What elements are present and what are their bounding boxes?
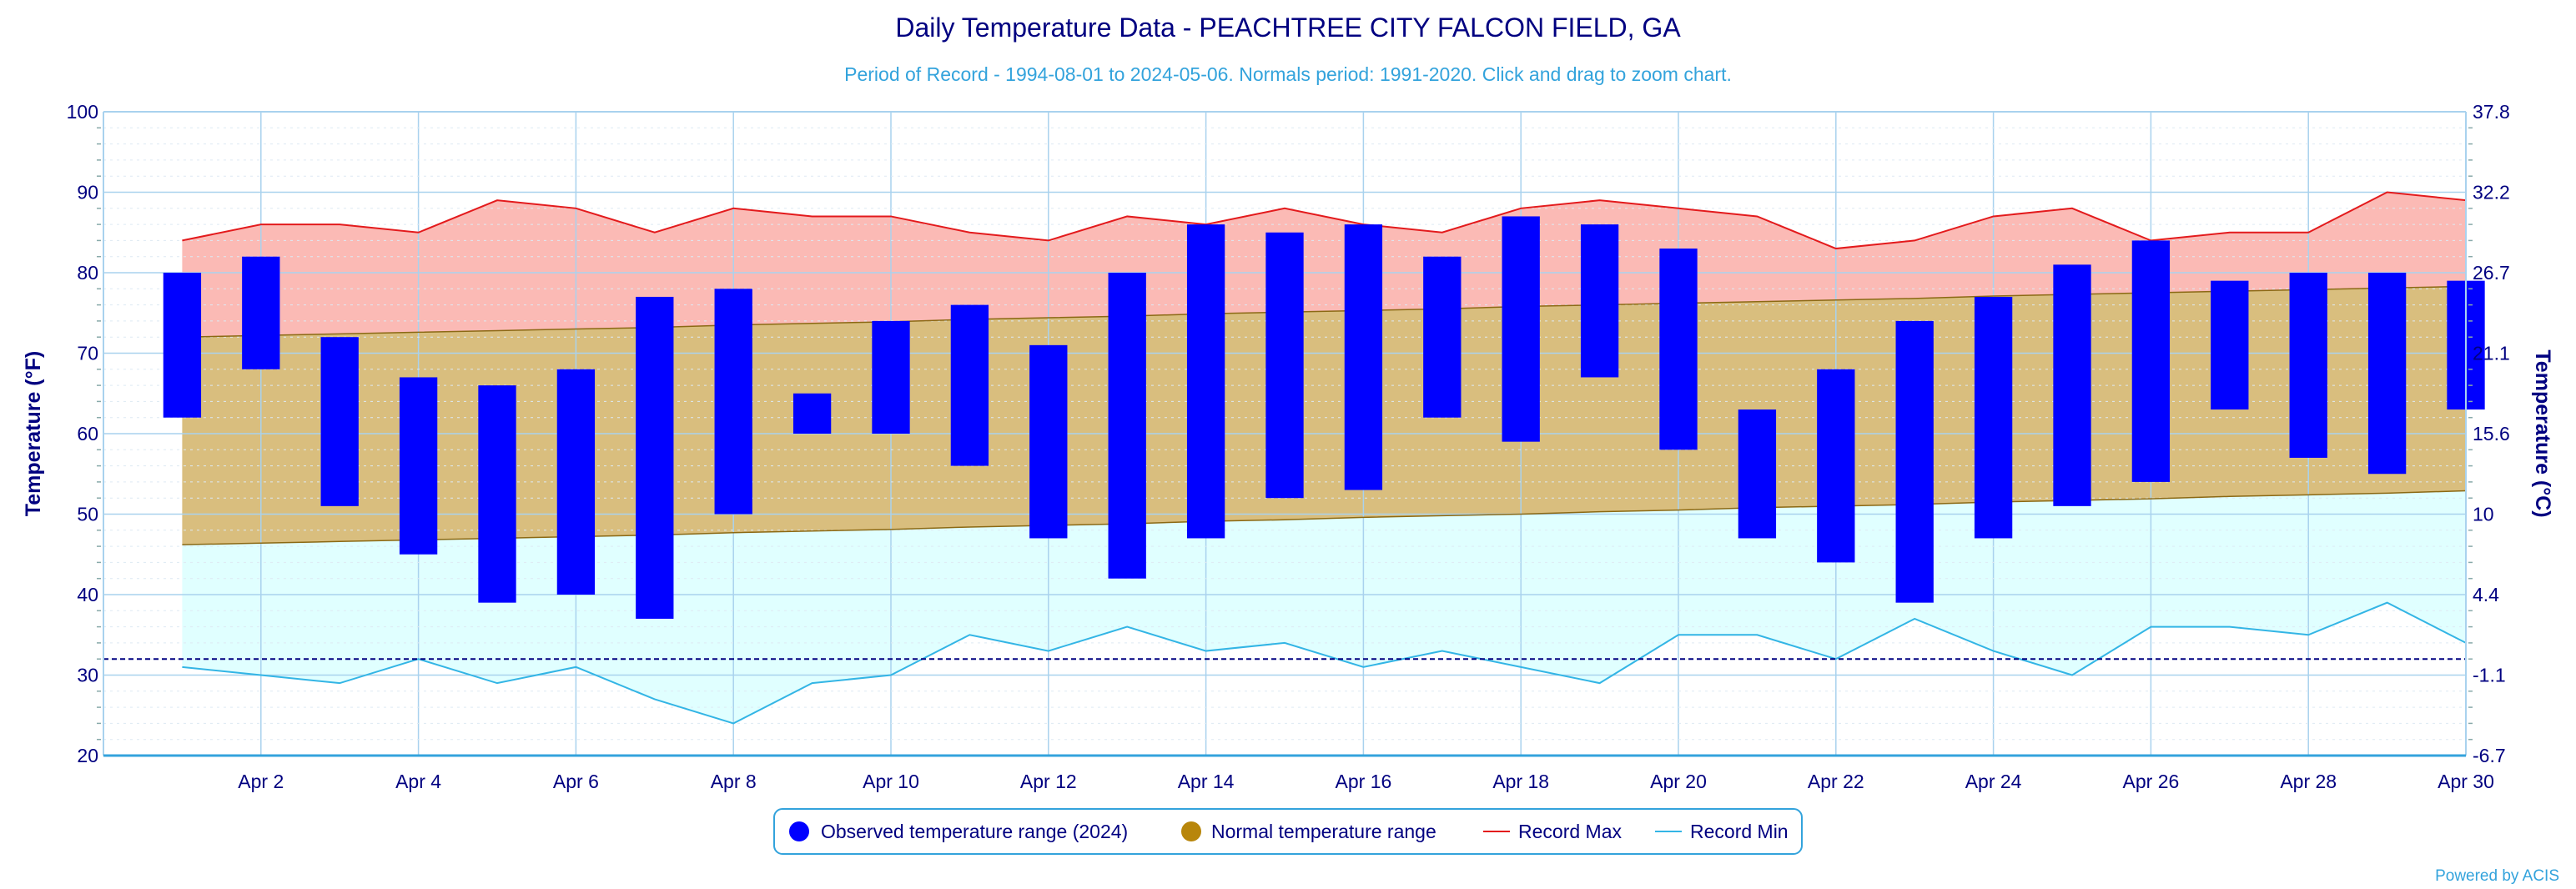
observed-bar[interactable]: [1974, 296, 2013, 539]
record-min-line: [182, 601, 2467, 725]
normal-range-band: [182, 286, 2467, 545]
y-axis-title-right: Temperature (°C): [2531, 349, 2554, 517]
observed-bar[interactable]: [1580, 224, 1619, 378]
observed-bar[interactable]: [1895, 320, 1934, 603]
observed-bar[interactable]: [792, 393, 832, 434]
observed-bar[interactable]: [1029, 344, 1068, 539]
record-max-band: [182, 192, 2467, 338]
observed-bar[interactable]: [2053, 264, 2091, 506]
y-tick-label-right: 37.8: [2473, 101, 2510, 123]
observed-bar[interactable]: [2211, 280, 2249, 410]
credits-link[interactable]: Powered by ACIS: [2435, 867, 2559, 885]
y-tick-label-left: 20: [77, 745, 98, 766]
axes: 20 -6.7 30 -1.1 40 4.4 50 10 60 15.6 70 21.1 80 26.7 9…: [67, 101, 2510, 792]
observed-bar[interactable]: [1423, 256, 1462, 418]
x-tick-label: Apr 28: [2280, 771, 2337, 792]
y-tick-label-right: -6.7: [2473, 745, 2506, 766]
x-tick-label: Apr 4: [395, 771, 441, 792]
y-tick-label-right: 21.1: [2473, 343, 2510, 364]
observed-bar[interactable]: [478, 385, 516, 603]
y-tick-label-right: 15.6: [2473, 423, 2510, 444]
x-tick-label: Apr 30: [2438, 771, 2494, 792]
legend-label-observed: Observed temperature range (2024): [821, 821, 1128, 842]
observed-bar[interactable]: [1186, 224, 1225, 539]
observed-bar[interactable]: [2367, 273, 2407, 475]
x-tick-label: Apr 26: [2123, 771, 2180, 792]
x-tick-label: Apr 10: [863, 771, 919, 792]
observed-bar[interactable]: [1738, 409, 1777, 539]
chart-subtitle: Period of Record - 1994-08-01 to 2024-05…: [844, 63, 1732, 85]
y-tick-label-left: 90: [77, 182, 98, 203]
observed-bar[interactable]: [1659, 249, 1698, 450]
y-tick-label-left: 80: [77, 262, 98, 284]
observed-bar[interactable]: [950, 304, 989, 466]
x-tick-label: Apr 24: [1965, 771, 2022, 792]
y-tick-label-left: 60: [77, 423, 98, 444]
x-tick-label: Apr 16: [1336, 771, 1392, 792]
observed-bar[interactable]: [1817, 369, 1855, 563]
observed-bar[interactable]: [163, 273, 202, 418]
y-tick-label-right: 32.2: [2473, 182, 2510, 203]
observed-bar[interactable]: [320, 337, 359, 506]
observed-bar[interactable]: [1108, 273, 1146, 579]
legend-marker-observed: [789, 821, 809, 841]
x-tick-label: Apr 20: [1650, 771, 1707, 792]
legend-item-record-max[interactable]: Record Max: [1483, 821, 1622, 842]
legend-item-normal[interactable]: Normal temperature range: [1181, 821, 1436, 842]
y-tick-label-right: 10: [2473, 504, 2494, 525]
legend-label-record-min: Record Min: [1690, 821, 1789, 842]
observed-bar[interactable]: [636, 296, 674, 619]
record-min-band: [182, 490, 2467, 724]
observed-bar[interactable]: [399, 377, 438, 555]
legend-box: [773, 808, 1803, 855]
y-tick-label-left: 70: [77, 343, 98, 364]
background-bands: [182, 192, 2467, 724]
observed-bar[interactable]: [714, 289, 752, 515]
x-tick-label: Apr 18: [1492, 771, 1549, 792]
legend-item-record-min[interactable]: Record Min: [1655, 821, 1789, 842]
y-tick-label-left: 50: [77, 504, 98, 525]
x-tick-label: Apr 2: [238, 771, 284, 792]
y-axis-title-left: Temperature (°F): [22, 351, 45, 516]
legend[interactable]: Observed temperature range (2024) Normal…: [773, 808, 1803, 855]
observed-bar[interactable]: [556, 369, 596, 595]
x-tick-label: Apr 12: [1020, 771, 1077, 792]
observed-bar[interactable]: [1344, 224, 1383, 490]
observed-bar[interactable]: [242, 256, 280, 369]
legend-marker-normal: [1181, 821, 1201, 841]
x-tick-label: Apr 8: [711, 771, 757, 792]
y-tick-label-left: 40: [77, 584, 98, 605]
y-tick-label-left: 30: [77, 665, 98, 686]
observed-bar[interactable]: [1502, 216, 1540, 442]
observed-bar[interactable]: [2289, 273, 2327, 458]
observed-bars[interactable]: [163, 216, 2485, 619]
observed-bar[interactable]: [872, 320, 910, 434]
observed-bar[interactable]: [2131, 240, 2171, 482]
y-tick-label-right: 26.7: [2473, 262, 2510, 284]
y-tick-label-right: 4.4: [2473, 584, 2499, 605]
x-tick-label: Apr 14: [1178, 771, 1235, 792]
x-tick-label: Apr 6: [553, 771, 599, 792]
legend-label-record-max: Record Max: [1518, 821, 1622, 842]
legend-item-observed[interactable]: Observed temperature range (2024): [789, 821, 1128, 842]
legend-label-normal: Normal temperature range: [1211, 821, 1436, 842]
observed-bar[interactable]: [1265, 232, 1304, 499]
chart-title: Daily Temperature Data - PEACHTREE CITY …: [895, 13, 1681, 43]
y-tick-label-left: 100: [67, 101, 98, 123]
y-tick-label-right: -1.1: [2473, 665, 2506, 686]
record-max-line: [182, 191, 2467, 250]
x-tick-label: Apr 22: [1808, 771, 1864, 792]
